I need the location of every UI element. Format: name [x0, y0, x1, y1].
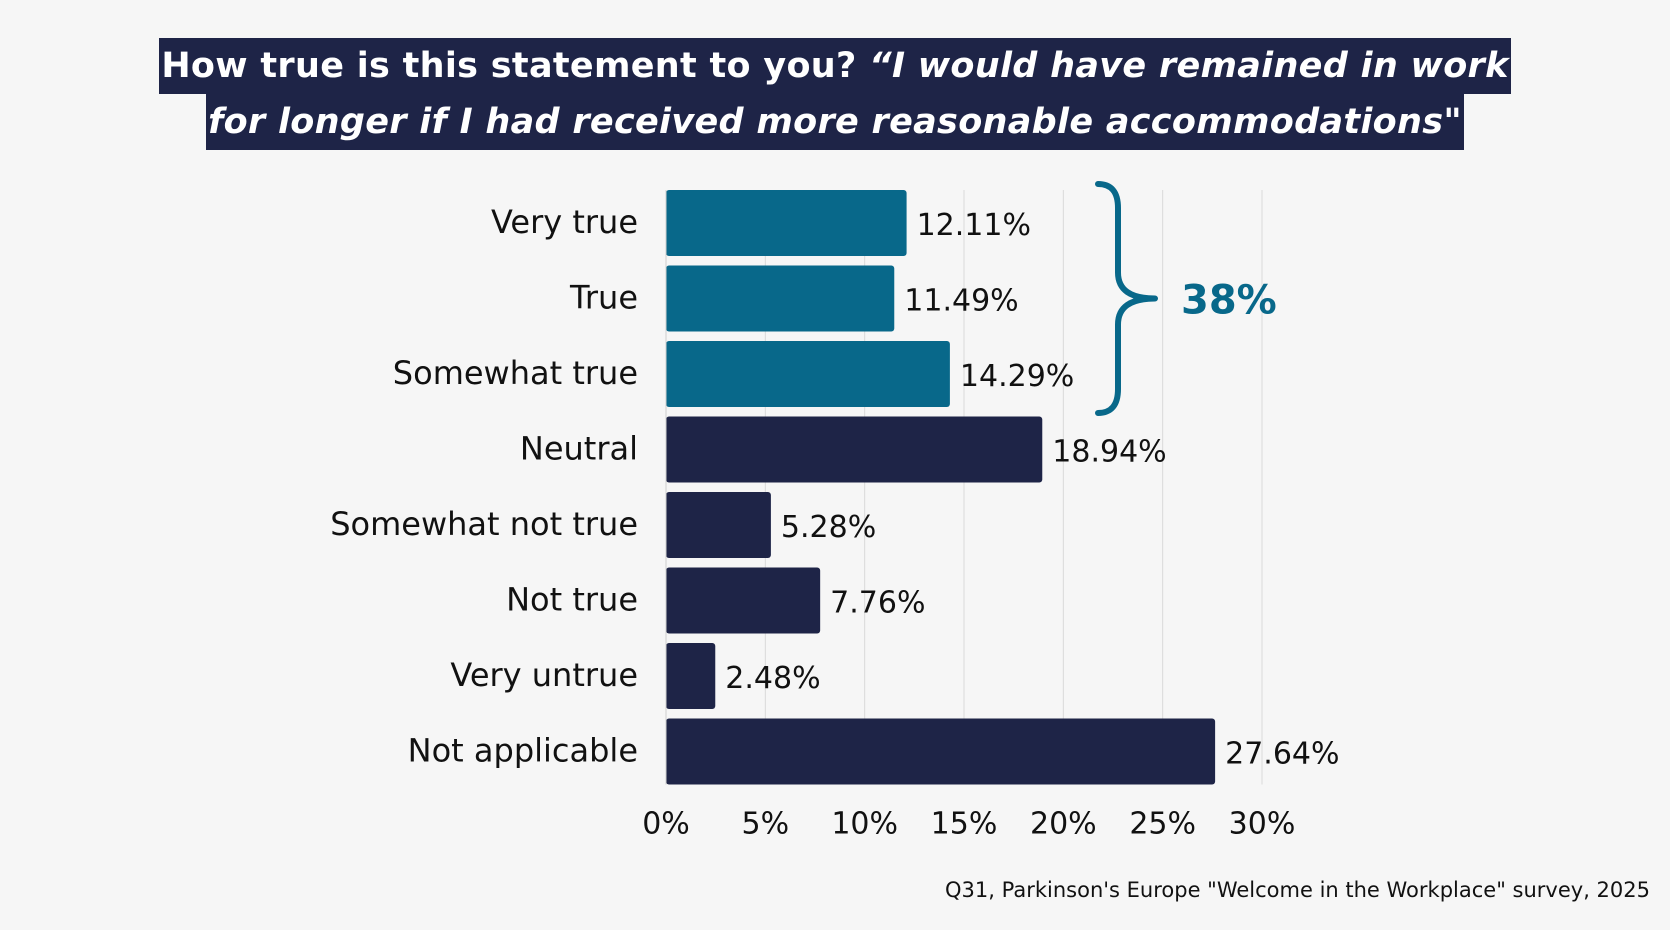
category-label: Not true — [506, 581, 638, 619]
x-tick-label: 30% — [1229, 807, 1296, 842]
bar — [666, 492, 771, 558]
bar — [666, 265, 895, 332]
bar — [666, 341, 950, 407]
chart-title: How true is this statement to you? “I wo… — [0, 38, 1670, 150]
chart-title-line-2: for longer if I had received more reason… — [206, 94, 1464, 150]
data-label: 2.48% — [725, 661, 820, 696]
title-line1-plain: How true is this statement to you? — [161, 46, 870, 86]
title-line2-italic: for longer if I had received more reason… — [208, 102, 1444, 142]
data-label: 12.11% — [917, 208, 1031, 243]
chart-title-line-1: How true is this statement to you? “I wo… — [159, 38, 1511, 94]
bar — [666, 190, 907, 256]
source-footnote: Q31, Parkinson's Europe "Welcome in the … — [945, 878, 1650, 902]
title-line2-plain: " — [1443, 102, 1462, 142]
category-label: Very untrue — [450, 656, 638, 694]
x-tick-label: 25% — [1129, 807, 1196, 842]
x-tick-label: 15% — [931, 807, 998, 842]
category-label: Not applicable — [408, 732, 638, 770]
bracket-total-label: 38% — [1181, 278, 1277, 324]
category-label: Neutral — [520, 430, 638, 468]
x-tick-label: 5% — [742, 807, 790, 842]
bar — [666, 416, 1043, 483]
data-label: 27.64% — [1225, 737, 1339, 772]
data-label: 5.28% — [781, 510, 876, 545]
data-label: 11.49% — [904, 284, 1018, 319]
x-tick-label: 10% — [831, 807, 898, 842]
x-tick-label: 0% — [642, 807, 690, 842]
title-line1-italic: “I would have remained in work — [869, 46, 1509, 86]
category-label: Very true — [491, 203, 638, 241]
data-label: 14.29% — [960, 359, 1074, 394]
data-label: 18.94% — [1052, 435, 1166, 470]
bar — [666, 567, 821, 634]
bar — [666, 718, 1216, 785]
curly-bracket — [1095, 181, 1158, 416]
data-label: 7.76% — [830, 586, 925, 621]
category-label: Somewhat not true — [330, 505, 638, 543]
x-tick-label: 20% — [1030, 807, 1097, 842]
bar — [666, 643, 716, 709]
category-label: Somewhat true — [393, 354, 638, 392]
category-label: True — [569, 279, 638, 317]
